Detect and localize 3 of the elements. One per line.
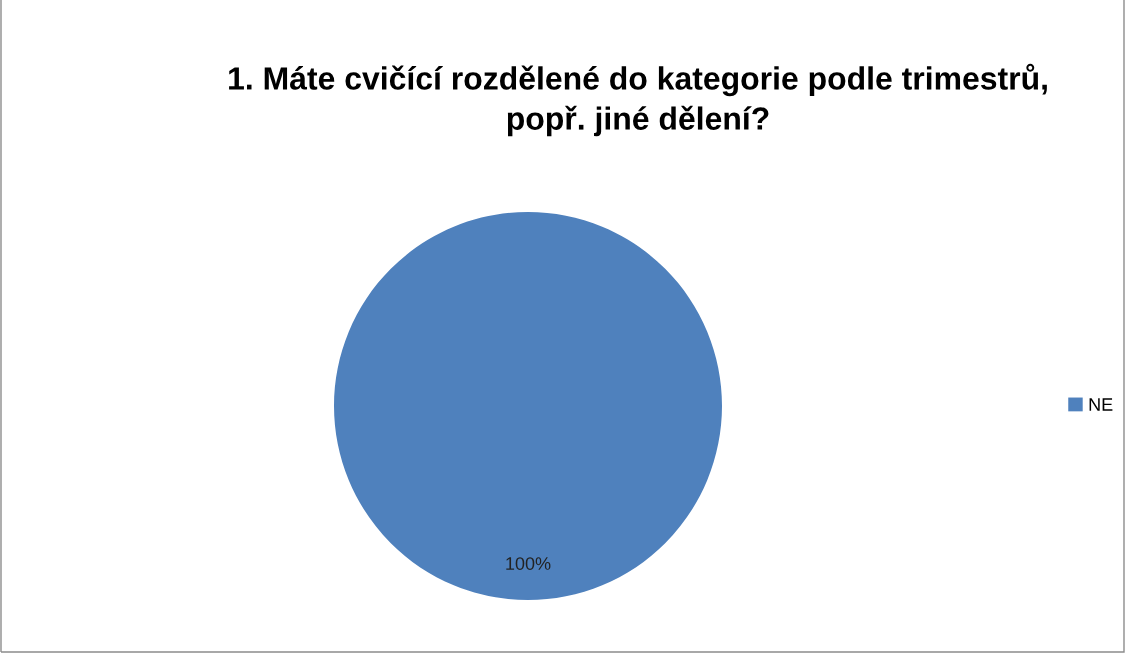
legend-label: NE (1089, 398, 1113, 411)
data-label: 100% (506, 557, 551, 570)
chart-title: 1. Máte cvičící rozdělené do kategorie podle trimestrů, popř. jiné dělení? (229, 63, 1047, 137)
